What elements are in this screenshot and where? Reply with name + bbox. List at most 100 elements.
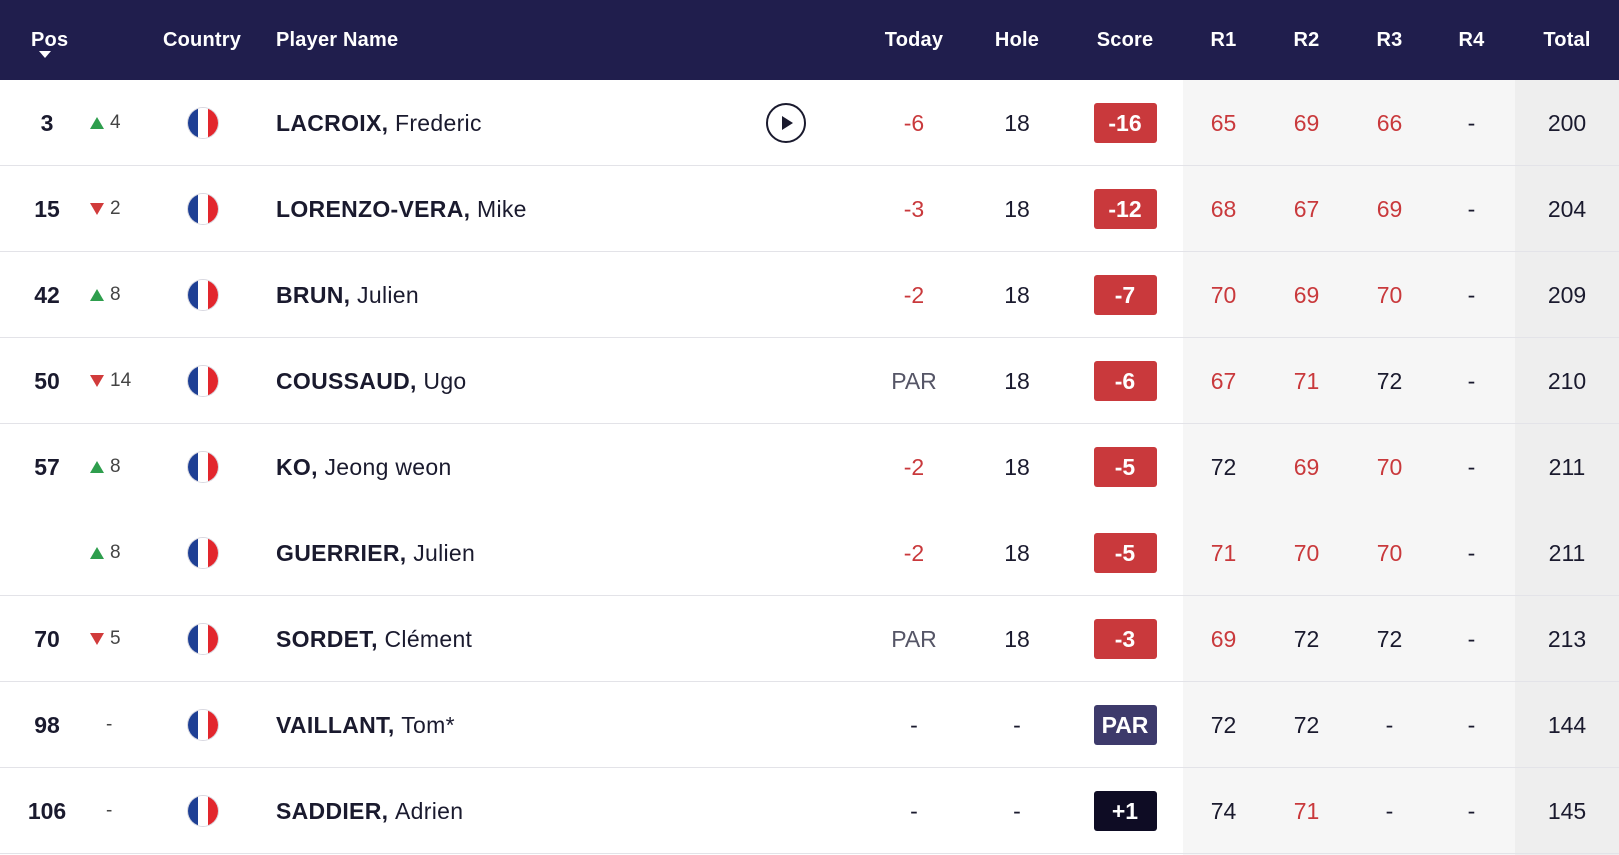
header-r1[interactable]: R1 bbox=[1210, 28, 1237, 51]
hole: 18 bbox=[1004, 367, 1030, 394]
player-name[interactable]: SORDET, Clément bbox=[276, 596, 472, 682]
position: 106 bbox=[27, 797, 67, 824]
player-last-name: BRUN, bbox=[276, 281, 351, 308]
movement-arrow-icon bbox=[90, 547, 104, 559]
header-r3[interactable]: R3 bbox=[1376, 28, 1403, 51]
round-1: 70 bbox=[1210, 281, 1237, 308]
country-flag bbox=[188, 80, 218, 166]
total-score: -3 bbox=[1085, 596, 1165, 682]
movement-value: 8 bbox=[110, 284, 121, 305]
total-strokes: 211 bbox=[1548, 539, 1586, 566]
position: 3 bbox=[40, 109, 54, 136]
player-last-name: KO, bbox=[276, 453, 318, 480]
total-strokes: 211 bbox=[1548, 453, 1586, 480]
today-score: - bbox=[910, 797, 918, 824]
leaderboard-row[interactable]: 106 - SADDIER, Adrien - - +1 74 71 - - 1… bbox=[0, 768, 1619, 854]
today-score: PAR bbox=[891, 367, 937, 394]
movement-arrow-icon bbox=[90, 461, 104, 473]
total-score: +1 bbox=[1085, 768, 1165, 854]
round-2: 71 bbox=[1293, 797, 1320, 824]
movement-arrow-icon bbox=[90, 117, 104, 129]
leaderboard-row[interactable]: 50 14 COUSSAUD, Ugo PAR 18 -6 67 71 72 -… bbox=[0, 338, 1619, 424]
player-last-name: SADDIER, bbox=[276, 797, 389, 824]
today-score: -2 bbox=[903, 539, 925, 566]
header-total[interactable]: Total bbox=[1543, 28, 1591, 51]
round-1: 65 bbox=[1210, 109, 1237, 136]
france-flag-icon bbox=[188, 194, 218, 224]
position-movement: 5 bbox=[90, 596, 140, 682]
header-today[interactable]: Today bbox=[884, 28, 944, 51]
round-2: 67 bbox=[1293, 195, 1320, 222]
leaderboard-row[interactable]: 42 8 BRUN, Julien -2 18 -7 70 69 70 - 20… bbox=[0, 252, 1619, 338]
header-r2[interactable]: R2 bbox=[1293, 28, 1320, 51]
hole: 18 bbox=[1004, 625, 1030, 652]
position-movement: 14 bbox=[90, 338, 140, 424]
score-badge: -16 bbox=[1093, 103, 1157, 143]
leaderboard-row[interactable]: 15 2 LORENZO-VERA, Mike -3 18 -12 68 67 … bbox=[0, 166, 1619, 252]
leaderboard-row[interactable]: 70 5 SORDET, Clément PAR 18 -3 69 72 72 … bbox=[0, 596, 1619, 682]
france-flag-icon bbox=[188, 624, 218, 654]
row-divider bbox=[0, 681, 1619, 682]
position-movement: 2 bbox=[90, 166, 140, 252]
total-score: PAR bbox=[1085, 682, 1165, 768]
player-name[interactable]: SADDIER, Adrien bbox=[276, 768, 463, 854]
france-flag-icon bbox=[188, 538, 218, 568]
movement-value: 5 bbox=[110, 628, 121, 649]
leaderboard-row[interactable]: 98 - VAILLANT, Tom* - - PAR 72 72 - - 14… bbox=[0, 682, 1619, 768]
position: 98 bbox=[34, 711, 60, 738]
round-3: 66 bbox=[1376, 109, 1403, 136]
france-flag-icon bbox=[188, 710, 218, 740]
movement-value: 14 bbox=[110, 370, 132, 391]
header-score[interactable]: Score bbox=[1096, 28, 1154, 51]
header-r4[interactable]: R4 bbox=[1458, 28, 1485, 51]
player-name[interactable]: KO, Jeong weon bbox=[276, 424, 452, 510]
country-flag bbox=[188, 596, 218, 682]
position-movement: - bbox=[90, 768, 140, 854]
position-movement: 8 bbox=[90, 510, 140, 596]
leaderboard-header: Pos Country Player Name Today Hole Score… bbox=[0, 0, 1619, 80]
sort-down-icon[interactable] bbox=[39, 51, 51, 58]
leaderboard-row[interactable]: 8 GUERRIER, Julien -2 18 -5 71 70 70 - 2… bbox=[0, 510, 1619, 596]
player-name[interactable]: GUERRIER, Julien bbox=[276, 510, 475, 596]
player-first-name: Mike bbox=[477, 195, 527, 222]
player-name[interactable]: VAILLANT, Tom* bbox=[276, 682, 455, 768]
score-badge: -3 bbox=[1093, 619, 1157, 659]
round-4: - bbox=[1467, 109, 1476, 136]
round-1: 74 bbox=[1210, 797, 1237, 824]
total-strokes: 145 bbox=[1547, 797, 1587, 824]
leaderboard-row[interactable]: 57 8 KO, Jeong weon -2 18 -5 72 69 70 - … bbox=[0, 424, 1619, 510]
total-strokes: 209 bbox=[1547, 281, 1587, 308]
round-1: 68 bbox=[1210, 195, 1237, 222]
today-score: -6 bbox=[903, 109, 925, 136]
leaderboard-row[interactable]: 3 4 LACROIX, Frederic -6 18 -16 65 69 66… bbox=[0, 80, 1619, 166]
round-3: - bbox=[1385, 711, 1394, 738]
hole: - bbox=[1013, 797, 1021, 824]
total-strokes: 200 bbox=[1547, 109, 1587, 136]
header-pos-sort[interactable]: Pos bbox=[31, 0, 68, 80]
row-divider bbox=[0, 165, 1619, 166]
today-score: -3 bbox=[903, 195, 925, 222]
row-divider bbox=[0, 423, 1619, 424]
header-country[interactable]: Country bbox=[163, 28, 242, 51]
total-score: -6 bbox=[1085, 338, 1165, 424]
header-player-name[interactable]: Player Name bbox=[276, 28, 399, 51]
player-name[interactable]: BRUN, Julien bbox=[276, 252, 419, 338]
total-strokes: 204 bbox=[1547, 195, 1587, 222]
today-score: PAR bbox=[891, 625, 937, 652]
player-name[interactable]: LACROIX, Frederic bbox=[276, 80, 482, 166]
play-video-button[interactable] bbox=[766, 103, 806, 143]
player-name[interactable]: COUSSAUD, Ugo bbox=[276, 338, 467, 424]
round-4: - bbox=[1467, 453, 1476, 480]
player-name[interactable]: LORENZO-VERA, Mike bbox=[276, 166, 527, 252]
row-divider bbox=[0, 337, 1619, 338]
today-score: -2 bbox=[903, 281, 925, 308]
score-badge: -12 bbox=[1093, 189, 1157, 229]
france-flag-icon bbox=[188, 108, 218, 138]
country-flag bbox=[188, 768, 218, 854]
rounds-column-band bbox=[1183, 80, 1515, 855]
movement-arrow-icon bbox=[90, 633, 104, 645]
france-flag-icon bbox=[188, 796, 218, 826]
header-hole[interactable]: Hole bbox=[994, 28, 1040, 51]
today-score: -2 bbox=[903, 453, 925, 480]
score-badge: +1 bbox=[1093, 791, 1157, 831]
